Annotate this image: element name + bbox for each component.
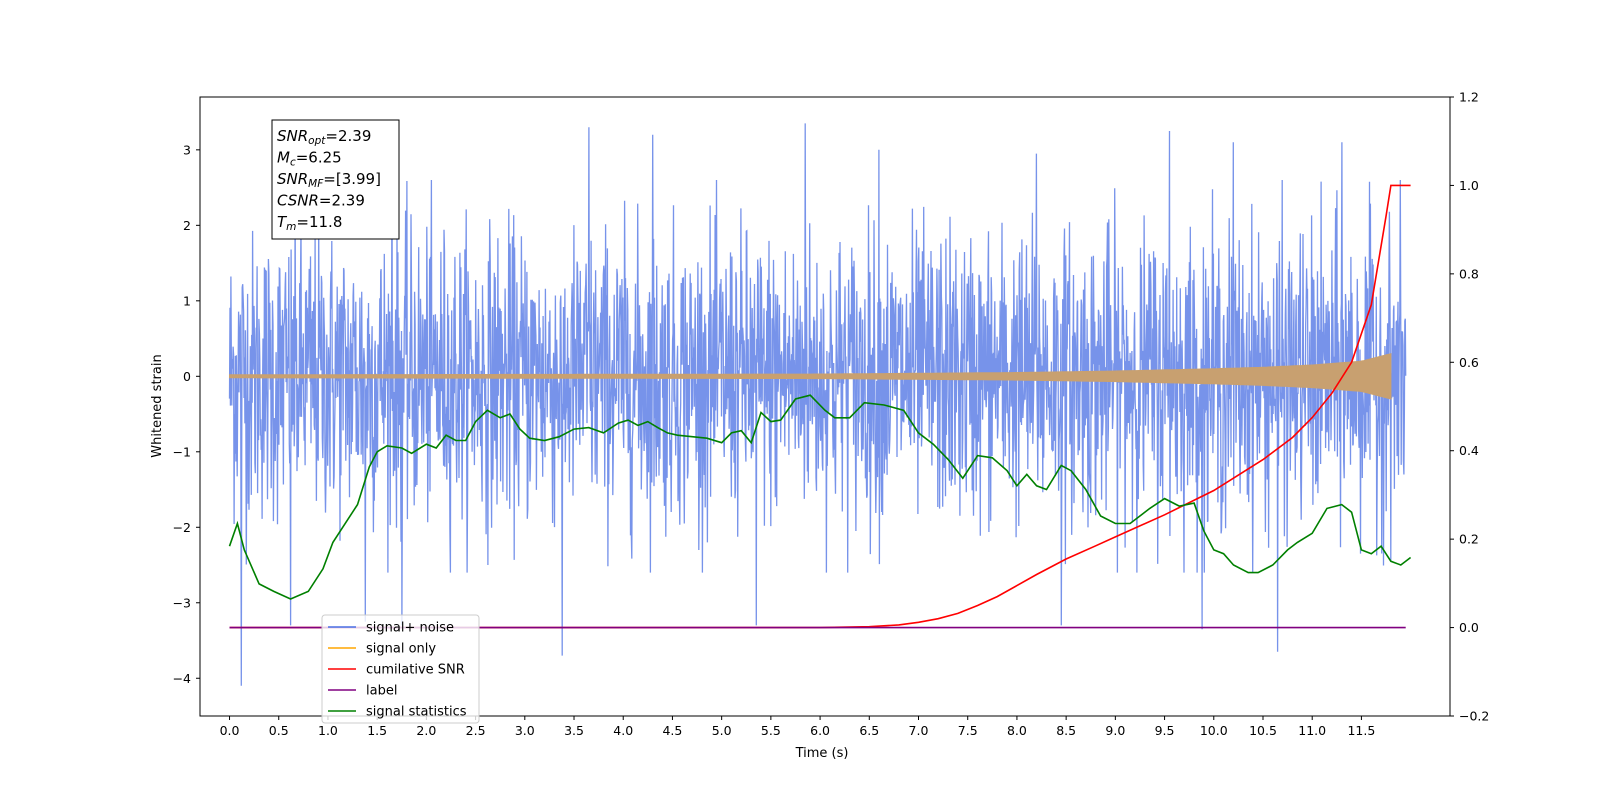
legend: signal+ noise signal only cumilative SNR la… [321,614,480,724]
annotation-line: SNRMF=[3.99] [277,170,381,190]
y-axis-right: 1.2 1.0 0.8 0.6 0.4 0.2 0.0 −0.2 [1450,90,1489,724]
legend-label: signal statistics [366,705,467,720]
y-axis-left: 3 2 1 0 −1 −2 −3 −4 [173,142,200,686]
y2-tick-label: 0.8 [1459,266,1479,281]
annotation-line: Mc=6.25 [277,149,342,169]
x-tick-label: 4.5 [662,723,682,738]
annotation-frame [271,119,400,240]
x-tick-label: 10.5 [1249,723,1277,738]
x-tick-label: 5.0 [712,723,732,738]
legend-label: signal only [366,642,436,657]
x-tick-label: 7.0 [909,723,929,738]
x-tick-label: 1.0 [318,723,338,738]
x-tick-label: 5.5 [761,723,781,738]
x-tick-label: 2.5 [466,723,486,738]
series-signal-only [229,353,1392,400]
x-axis-label: Time (s) [795,746,849,761]
series-line [228,394,1412,600]
x-tick-label: 7.5 [958,723,978,738]
y-tick-label: −3 [173,595,191,610]
x-tick-label: 10.0 [1200,723,1228,738]
x-tick-label: 8.0 [1007,723,1027,738]
y-tick-label: 0 [183,369,191,384]
x-tick-label: 6.5 [859,723,879,738]
noise-trace [228,123,1407,686]
x-tick-label: 2.0 [416,723,436,738]
y-tick-label: −4 [173,671,191,686]
x-tick-label: 1.5 [367,723,387,738]
annotation-line: CSNR=2.39 [277,192,365,210]
series-cumilative-snr [229,184,1411,629]
signal-envelope [229,353,1392,400]
x-tick-label: 8.5 [1056,723,1076,738]
y2-tick-label: 0.4 [1459,443,1479,458]
y2-tick-label: 0.2 [1459,532,1479,547]
y-tick-label: −1 [173,444,191,459]
legend-label: cumilative SNR [366,663,465,678]
y-axis-label: Whitened strain [150,354,165,457]
y2-tick-label: 0.0 [1459,620,1479,635]
x-tick-label: 4.0 [613,723,633,738]
x-tick-label: 6.0 [810,723,830,738]
x-tick-label: 11.5 [1347,723,1375,738]
x-tick-label: 9.0 [1105,723,1125,738]
series-signal-noise [228,123,1407,686]
y2-tick-label: 1.0 [1459,178,1479,193]
x-axis: 0.0 0.5 1.0 1.5 2.0 2.5 3.0 3.5 4.0 4.5 5.0 5.5 6.0 6… [220,716,1375,738]
y2-tick-label: 0.6 [1459,355,1479,370]
x-tick-label: 0.5 [269,723,289,738]
legend-frame [321,614,480,724]
x-tick-label: 3.0 [515,723,535,738]
y2-tick-label: 1.2 [1459,90,1479,105]
plot-area [228,123,1412,686]
x-tick-label: 9.5 [1155,723,1175,738]
legend-label: signal+ noise [366,621,454,636]
x-tick-label: 3.5 [564,723,584,738]
y-tick-label: 1 [183,293,191,308]
annotation-line: Tm=11.8 [277,213,342,233]
series-line [229,184,1411,629]
annotation-line: SNRopt=2.39 [277,127,371,147]
series-signal-statistics [228,394,1412,600]
legend-label: label [366,684,397,699]
y-tick-label: −2 [173,520,191,535]
x-tick-label: 0.0 [220,723,240,738]
plot-frame [199,96,1451,717]
y2-tick-label: −0.2 [1459,709,1489,724]
x-tick-label: 11.0 [1298,723,1326,738]
y-tick-label: 3 [183,142,191,157]
y-tick-label: 2 [183,218,191,233]
